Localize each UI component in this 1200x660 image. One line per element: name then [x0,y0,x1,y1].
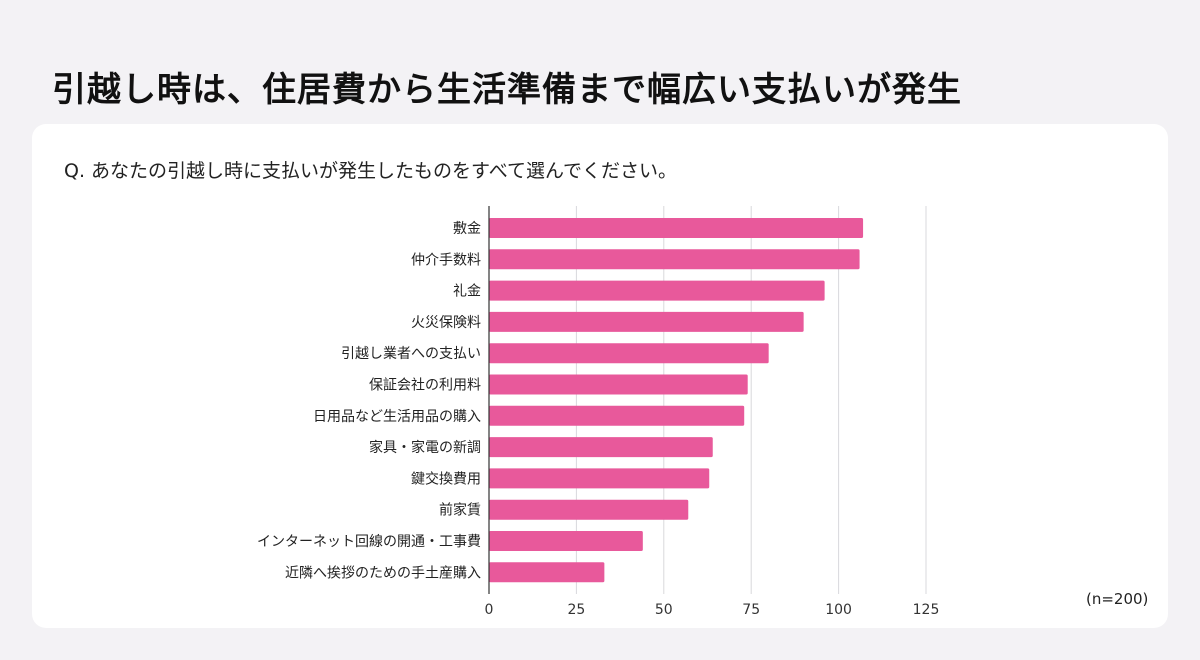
category-label: 火災保険料 [411,315,481,331]
category-label: 前家賃 [439,502,481,519]
category-label: 家具・家電の新調 [369,439,481,456]
category-label: 仲介手数料 [411,252,481,268]
bar [489,249,860,270]
x-tick-label: 75 [742,602,760,618]
bar [489,499,689,520]
category-label: 日用品など生活用品の購入 [313,409,481,425]
x-tick-label: 125 [913,602,940,618]
question-text: Q. あなたの引越し時に支払いが発生したものをすべて選んでください。 [64,160,677,182]
bar [489,374,748,395]
sample-size-note: (n=200) [1086,590,1149,608]
bar [489,280,825,301]
category-label: 保証会社の利用料 [369,378,481,394]
category-label: 礼金 [453,284,481,300]
x-tick-label: 100 [825,602,852,618]
bar [489,437,713,458]
page-title: 引越し時は、住居費から生活準備まで幅広い支払いが発生 [52,70,962,110]
category-label: 鍵交換費用 [411,470,481,487]
bar [489,531,643,551]
category-label: 近隣へ挨拶のための手土産購入 [285,565,481,581]
bar [489,311,804,332]
category-label: 敷金 [453,221,481,237]
bar [489,405,745,426]
bar [489,468,710,489]
category-label: 引越し業者への支払い [341,346,481,362]
x-tick-label: 0 [485,602,494,618]
x-tick-label: 50 [655,602,673,618]
bar [489,562,605,583]
category-label: インターネット回線の開通・工事費 [257,534,481,550]
x-tick-label: 25 [567,602,585,618]
bar [489,218,864,238]
bar [489,343,769,364]
